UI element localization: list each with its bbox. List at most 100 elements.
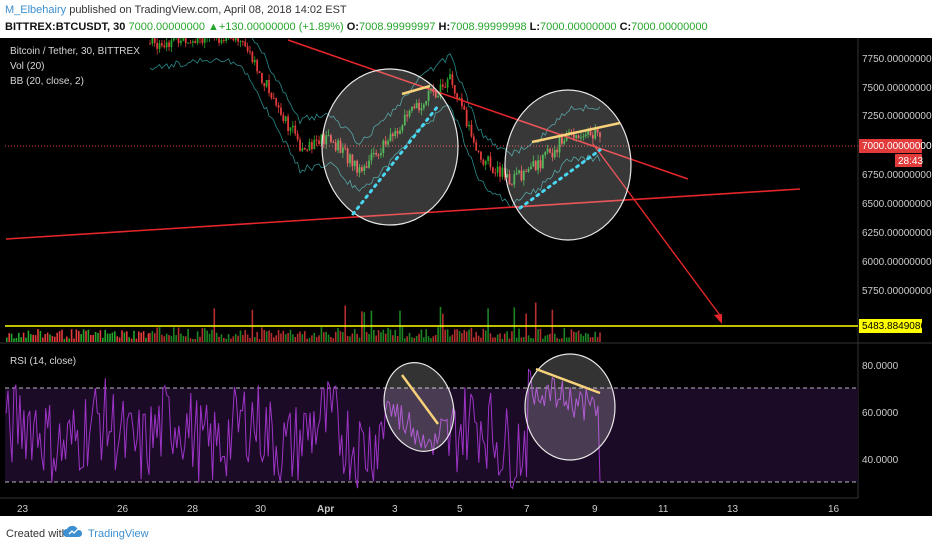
candle-body	[494, 172, 497, 174]
highlight-ellipse-2[interactable]	[504, 89, 632, 241]
candle-body	[489, 156, 492, 168]
candle-body	[522, 171, 525, 181]
time-tick: Apr	[317, 504, 334, 515]
volume-bar	[325, 331, 327, 342]
time-axis[interactable]: 23 26 28 30 Apr 3 5 7 9 11 13 16	[17, 504, 840, 515]
candle-body	[272, 98, 275, 100]
volume-bar	[573, 331, 575, 342]
candle-body	[420, 108, 423, 111]
wedge-top-2[interactable]	[531, 121, 621, 144]
volume-bar	[175, 335, 177, 342]
time-tick: 7	[524, 504, 530, 515]
candle-body	[172, 36, 175, 41]
candle-body	[218, 33, 220, 43]
ohlc-line: BITTREX:BTCUSDT, 30 7000.00000000 ▲+130.…	[5, 21, 708, 33]
candle-body	[251, 52, 254, 63]
support-dotted-1[interactable]	[351, 104, 440, 216]
volume-bar	[218, 336, 220, 342]
price-axis[interactable]: 7750.00000000 7500.00000000 7250.0000000…	[859, 54, 932, 333]
descending-trendline[interactable]	[287, 39, 689, 180]
volume-bar	[365, 332, 368, 342]
volume-bar	[344, 305, 347, 342]
volume-bar	[337, 328, 339, 342]
tradingview-link[interactable]: TradingView	[88, 528, 149, 540]
candle-body	[463, 106, 466, 110]
candle-body	[203, 37, 206, 43]
volume-bar	[415, 335, 418, 342]
candle-body	[408, 110, 411, 117]
volume-bar	[44, 334, 46, 342]
candle-body	[458, 98, 461, 100]
time-tick: 11	[658, 504, 669, 515]
candle-body	[482, 159, 485, 165]
candle-body	[380, 153, 382, 156]
volume-bar	[275, 335, 277, 342]
volume-bar	[425, 329, 427, 342]
volume-bar	[99, 330, 102, 342]
volume-bar	[182, 335, 185, 342]
volume-bar	[42, 337, 44, 342]
candle-body	[320, 134, 323, 145]
volume-bar	[294, 336, 297, 342]
chart-svg[interactable]: Bitcoin / Tether, 30, BITTREX Vol (20) B…	[0, 8, 932, 516]
candle-body	[368, 160, 370, 168]
volume-bar	[27, 330, 30, 342]
volume-bar	[142, 331, 145, 342]
volume-bar	[123, 332, 126, 342]
rsi-axis[interactable]: 80.0000 60.0000 40.0000	[862, 361, 899, 466]
volume-bar	[353, 329, 356, 342]
volume-bar	[449, 336, 451, 342]
volume-bar	[265, 331, 268, 342]
volume-bar	[411, 337, 413, 342]
rsi-divergence-1[interactable]	[400, 374, 440, 425]
candle-body	[437, 96, 439, 98]
candle-body	[520, 170, 523, 181]
candle-body	[591, 134, 594, 139]
drawings[interactable]	[5, 39, 801, 461]
candle-body	[480, 151, 482, 160]
candle-body	[353, 160, 356, 167]
candle-body	[332, 141, 335, 143]
wedge-top-1[interactable]	[401, 84, 431, 96]
ascending-trendline[interactable]	[5, 188, 801, 240]
volume-bar	[111, 332, 114, 342]
candle-body	[234, 31, 237, 41]
rsi-ellipse-2[interactable]	[524, 353, 616, 461]
candle-body	[546, 148, 549, 152]
candle-body	[441, 84, 444, 87]
volume-bar	[92, 334, 94, 342]
candle-body	[584, 134, 587, 137]
candle-body	[532, 161, 535, 167]
volume-bar	[192, 338, 194, 342]
volume-bar	[506, 331, 508, 342]
candle-body	[382, 140, 385, 154]
volume-bar	[306, 338, 308, 342]
volume-bar	[206, 330, 208, 342]
tradingview-cloud-icon[interactable]	[62, 525, 84, 544]
candle-body	[249, 51, 251, 53]
volume-bar	[444, 329, 447, 342]
projection-arrowhead	[714, 314, 722, 324]
volume-bar	[58, 331, 61, 342]
support-dotted-2[interactable]	[518, 148, 602, 210]
highlight-ellipse-1[interactable]	[321, 68, 459, 226]
author-link[interactable]: M_Elbehairy	[5, 4, 67, 16]
projection-arrow-line[interactable]	[592, 143, 723, 319]
rsi-ellipse-1[interactable]	[375, 355, 464, 460]
rsi-divergence-2[interactable]	[535, 367, 601, 395]
candle-body	[330, 135, 332, 142]
main-legend: Bitcoin / Tether, 30, BITTREX	[10, 46, 140, 57]
candle-body	[339, 140, 342, 153]
volume-bar	[34, 335, 37, 342]
chart-area[interactable]: Bitcoin / Tether, 30, BITTREX Vol (20) B…	[0, 8, 932, 516]
volume-bar	[442, 313, 444, 342]
candle-body	[313, 139, 316, 150]
volume-bar	[589, 337, 592, 342]
volume-bar	[258, 338, 261, 342]
volume-bar	[465, 331, 468, 342]
candle-body	[201, 38, 204, 43]
volume-bar	[51, 335, 54, 342]
candle-body	[472, 136, 475, 143]
candle-body	[299, 139, 301, 151]
candle-body	[325, 135, 328, 145]
